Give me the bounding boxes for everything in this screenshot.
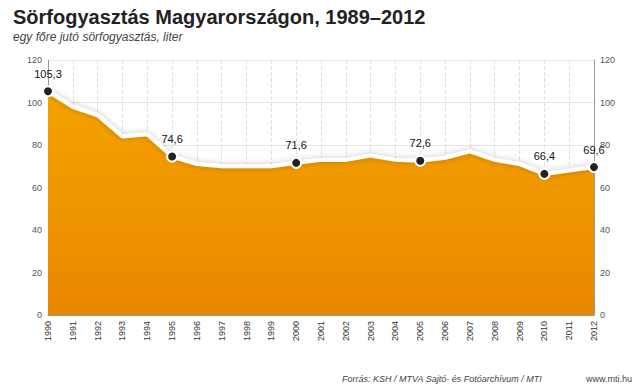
svg-text:2006: 2006 (440, 321, 450, 341)
svg-text:80: 80 (32, 140, 42, 150)
svg-text:2000: 2000 (291, 321, 301, 341)
svg-text:72,6: 72,6 (410, 137, 431, 149)
svg-text:2005: 2005 (415, 321, 425, 341)
svg-text:105,3: 105,3 (34, 68, 62, 80)
svg-text:Sörfogyasztás Magyarországon,: Sörfogyasztás Magyarországon, 1989–2012 (13, 6, 425, 28)
svg-text:0: 0 (600, 310, 605, 320)
svg-text:1990: 1990 (43, 321, 53, 341)
svg-text:2012: 2012 (589, 321, 599, 341)
svg-text:0: 0 (37, 310, 42, 320)
svg-text:1991: 1991 (68, 321, 78, 341)
svg-text:Forrás: KSH / MTVA Sajtó- és F: Forrás: KSH / MTVA Sajtó- és Fotóarchívu… (342, 374, 542, 384)
svg-text:74,6: 74,6 (161, 133, 182, 145)
svg-text:2007: 2007 (465, 321, 475, 341)
svg-text:20: 20 (600, 268, 610, 278)
svg-text:egy főre jutó sörfogyasztás, l: egy főre jutó sörfogyasztás, liter (13, 30, 183, 44)
svg-text:2008: 2008 (490, 321, 500, 341)
svg-text:60: 60 (32, 183, 42, 193)
svg-text:60: 60 (600, 183, 610, 193)
svg-text:1998: 1998 (242, 321, 252, 341)
svg-text:40: 40 (32, 225, 42, 235)
svg-text:www.mti.hu: www.mti.hu (585, 374, 632, 384)
svg-text:120: 120 (600, 55, 615, 65)
svg-text:1993: 1993 (117, 321, 127, 341)
svg-text:1994: 1994 (142, 321, 152, 341)
svg-text:1996: 1996 (192, 321, 202, 341)
svg-text:120: 120 (27, 55, 42, 65)
svg-text:2003: 2003 (366, 321, 376, 341)
svg-text:2009: 2009 (515, 321, 525, 341)
svg-text:100: 100 (27, 98, 42, 108)
svg-text:2010: 2010 (539, 321, 549, 341)
svg-text:20: 20 (32, 268, 42, 278)
svg-text:69,6: 69,6 (583, 144, 604, 156)
svg-text:71,6: 71,6 (285, 139, 306, 151)
svg-text:1992: 1992 (93, 321, 103, 341)
svg-text:2002: 2002 (341, 321, 351, 341)
svg-text:2004: 2004 (390, 321, 400, 341)
svg-text:80: 80 (600, 140, 610, 150)
svg-text:2001: 2001 (316, 321, 326, 341)
svg-text:40: 40 (600, 225, 610, 235)
svg-text:1997: 1997 (217, 321, 227, 341)
svg-text:1995: 1995 (167, 321, 177, 341)
svg-text:100: 100 (600, 98, 615, 108)
svg-text:66,4: 66,4 (534, 150, 555, 162)
svg-text:2011: 2011 (564, 321, 574, 340)
svg-text:1999: 1999 (266, 321, 276, 341)
